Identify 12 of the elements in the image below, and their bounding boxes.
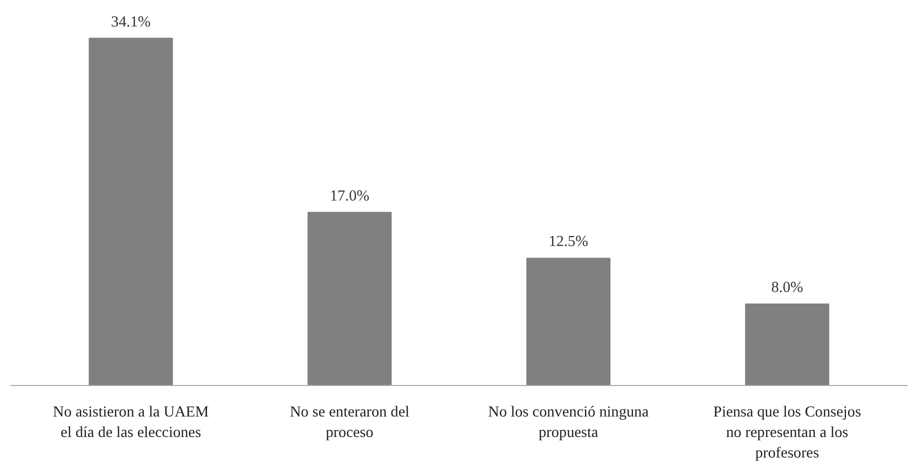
x-tick-label: No los convenció ninguna propuesta <box>488 404 649 441</box>
data-label: 12.5% <box>548 233 588 250</box>
x-tick-label: No asistieron a la UAEM el día de las elecciones <box>52 404 210 441</box>
bar <box>308 212 392 386</box>
x-tick-label: No se enteraron del proceso <box>290 404 410 441</box>
bar <box>526 258 610 386</box>
data-label: 8.0% <box>771 279 804 296</box>
data-label: 17.0% <box>330 187 370 204</box>
bar <box>745 304 830 386</box>
data-label: 34.1% <box>111 13 151 30</box>
x-tick-label: Piensa que los Consejos no representan a los profesores <box>713 404 862 462</box>
bar <box>88 38 173 386</box>
